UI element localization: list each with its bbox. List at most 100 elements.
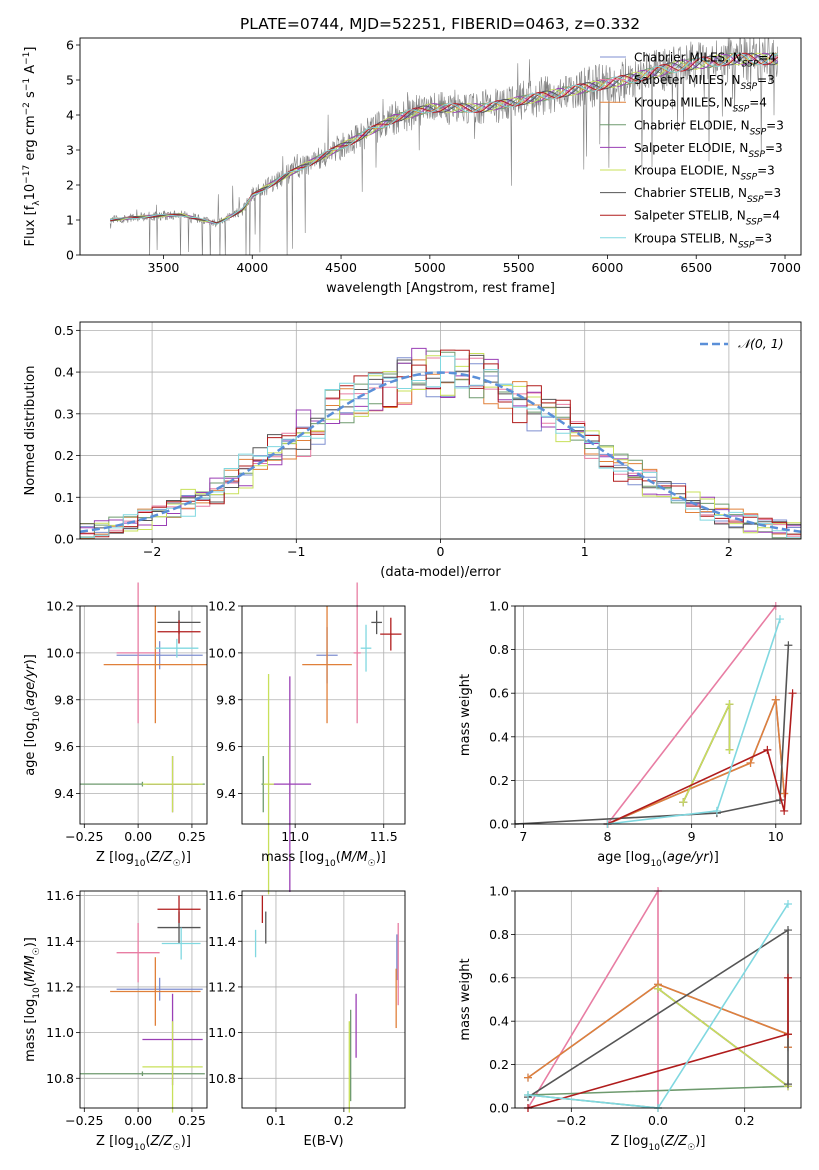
x-axis-label: Z [log10(Z/Z☉)] (611, 1134, 706, 1153)
legend-entry: 𝒩(0, 1) (738, 336, 784, 351)
y-tick-label: 11.4 (208, 934, 236, 949)
y-tick-label: 10.0 (46, 645, 74, 660)
weight-point-marker (784, 900, 792, 909)
y-tick-label: 2 (66, 178, 74, 193)
age_vs_mass-frame (241, 605, 406, 825)
x-tick-label: 1 (581, 544, 589, 559)
x-tick-label: 0.00 (124, 1113, 152, 1128)
legend-entry: Salpeter ELODIE, NSSP=3 (634, 141, 783, 160)
legend-entry: Chabrier MILES, NSSP=4 (634, 51, 776, 70)
y-tick-label: 0.2 (54, 448, 74, 463)
y-tick-label: 11.4 (46, 934, 74, 949)
weight-point-marker (788, 689, 797, 698)
x-axis-label: (data-model)/error (380, 565, 501, 580)
x-axis-label: Z [log10(Z/Z☉)] (96, 1134, 191, 1153)
spectrum-frame (79, 37, 802, 256)
x-tick-label: −0.25 (65, 1113, 103, 1128)
x-axis-label: E(B-V) (303, 1134, 343, 1149)
y-tick-label: 3 (66, 143, 74, 158)
x-tick-label: 4500 (325, 260, 357, 275)
y-tick-label: 0 (66, 248, 74, 263)
residuals-axes: −2 −1 0 1 2 0.0 0.1 0.2 0.3 0.4 0.5 (54, 322, 802, 559)
x-tick-label: 11.0 (281, 829, 309, 844)
y-axis-label: Flux [fλ10−17 erg cm−2 s−1 A−1] (22, 47, 42, 247)
x-axis-label: mass [log10(M/M☉)] (261, 850, 386, 869)
weight-point-marker (780, 789, 789, 798)
weight-point-marker (771, 695, 780, 704)
y-tick-label: 1.0 (489, 884, 509, 899)
spectrum-model-line (110, 52, 779, 225)
normal-curve (79, 371, 802, 533)
age_vs_mass-axes: 11.0 11.5 9.4 9.6 9.8 10.0 10.2 (208, 582, 405, 895)
x-tick-label: −0.2 (556, 1113, 586, 1128)
y-tick-label: 0.8 (489, 642, 509, 657)
y-tick-label: 0.3 (54, 406, 74, 421)
y-tick-label: 9.8 (216, 692, 236, 707)
y-tick-label: 0.4 (489, 729, 509, 744)
x-tick-label: 5000 (414, 260, 446, 275)
mass_vs_ebv-axes: 0.1 0.2 10.8 11.0 11.2 11.4 11.6 (208, 888, 405, 1128)
y-tick-label: 10.8 (46, 1071, 74, 1086)
x-axis-label: age [log10(age/yr)] (597, 850, 719, 869)
x-tick-label: 0.25 (178, 829, 206, 844)
weight-series-line (607, 693, 794, 825)
spectrum-model-line (110, 52, 779, 224)
x-tick-label: 7000 (769, 260, 801, 275)
x-tick-label: 3500 (148, 260, 180, 275)
x-tick-label: 6000 (592, 260, 624, 275)
y-tick-label: 11.0 (208, 1025, 236, 1040)
x-axis-label: wavelength [Angstrom, rest frame] (326, 281, 555, 296)
y-axis-label: mass [log10(M/M☉)] (23, 937, 42, 1062)
x-tick-label: 2 (725, 544, 733, 559)
mass_vs_Z-frame (79, 890, 208, 1109)
y-axis-label: mass weight (458, 958, 473, 1040)
spectrum-model-line (110, 52, 779, 224)
legend-entry: Salpeter STELIB, NSSP=4 (634, 209, 780, 228)
y-tick-label: 11.2 (208, 979, 236, 994)
x-tick-label: 6500 (680, 260, 712, 275)
y-tick-label: 10.2 (208, 599, 236, 614)
weight-point-marker (763, 745, 772, 754)
y-tick-label: 6 (66, 38, 74, 53)
y-tick-label: 0.0 (489, 817, 509, 832)
weight-series-line (657, 987, 789, 1087)
weight_vs_age-frame (514, 605, 802, 825)
x-axis-label: Z [log10(Z/Z☉)] (96, 850, 191, 869)
y-tick-label: 9.6 (216, 739, 236, 754)
y-tick-label: 0.4 (54, 365, 74, 380)
y-tick-label: 11.6 (208, 888, 236, 903)
x-tick-label: 0.2 (334, 1113, 354, 1128)
spectrum-model-line (110, 52, 779, 224)
legend-entry: Chabrier STELIB, NSSP=3 (634, 186, 781, 205)
residuals-frame (79, 321, 802, 540)
x-tick-label: 0.25 (178, 1113, 206, 1128)
x-tick-label: 4000 (236, 260, 268, 275)
x-tick-label: 10 (768, 829, 784, 844)
weight-point-marker (725, 745, 734, 754)
y-tick-label: 0.2 (489, 1057, 509, 1072)
y-axis-label: age [log10(age/yr)] (23, 654, 42, 776)
y-tick-label: 11.0 (46, 1025, 74, 1040)
y-tick-label: 10.8 (208, 1071, 236, 1086)
x-tick-label: 0.1 (266, 1113, 286, 1128)
figure-title: PLATE=0744, MJD=52251, FIBERID=0463, z=0… (240, 15, 640, 33)
y-tick-label: 9.8 (54, 692, 74, 707)
y-tick-label: 0.5 (54, 323, 74, 338)
weight-point-marker (784, 973, 792, 982)
weight-point-marker (725, 700, 734, 709)
y-tick-label: 4 (66, 108, 74, 123)
x-tick-label: 0.2 (735, 1113, 755, 1128)
weight-point-marker (784, 1080, 792, 1089)
y-tick-label: 0.0 (54, 532, 74, 547)
legend-entry: Chabrier ELODIE, NSSP=3 (634, 118, 784, 137)
x-tick-label: 11.5 (370, 829, 398, 844)
x-tick-label: 5500 (503, 260, 535, 275)
y-tick-label: 9.4 (216, 786, 236, 801)
weight-point-marker (654, 984, 662, 993)
y-tick-label: 0.1 (54, 490, 74, 505)
x-tick-label: −1 (287, 544, 305, 559)
y-tick-label: 10.0 (208, 645, 236, 660)
age_vs_Z-frame (79, 605, 208, 825)
weight-point-marker (746, 758, 755, 767)
